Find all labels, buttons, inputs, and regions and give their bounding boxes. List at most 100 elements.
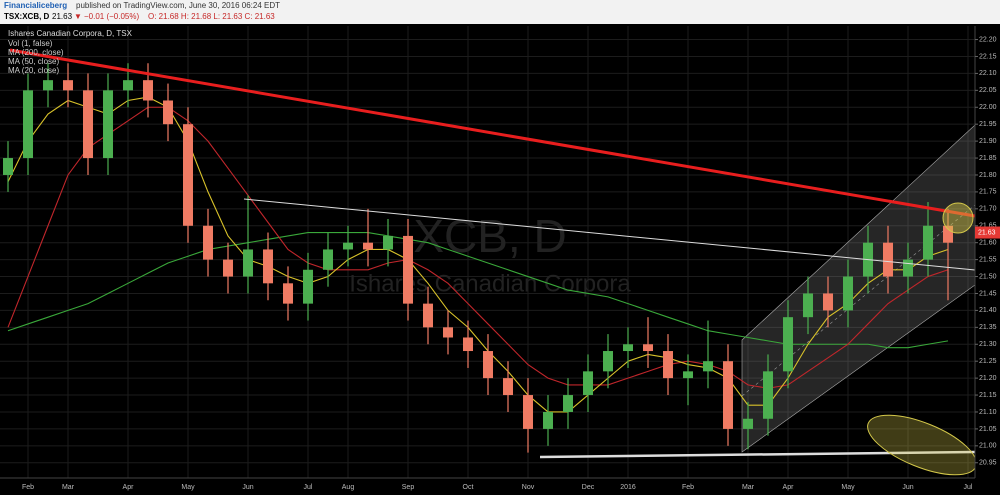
y-tick-label: 21.85	[979, 155, 997, 162]
x-tick-label: Sep	[402, 484, 415, 491]
candle-body	[403, 235, 413, 304]
y-tick-label: 21.40	[979, 307, 997, 314]
candle-body	[123, 80, 133, 91]
indicator-label: Vol (1, false)	[8, 39, 53, 48]
x-tick-label: Aug	[342, 484, 355, 491]
symbol: TSX:XCB, D	[4, 12, 50, 21]
x-tick-label: May	[841, 484, 855, 491]
y-tick-label: 21.50	[979, 273, 997, 280]
candle-body	[103, 90, 113, 159]
indicator-label: MA (20, close)	[8, 66, 59, 75]
candle-body	[563, 395, 573, 412]
arrow: ▼	[74, 12, 82, 21]
axis: 20.95 21.00 21.05 21.10 21.15 21.20 21.25 21.30…	[22, 36, 1000, 491]
candle-body	[463, 337, 473, 352]
y-tick-label: 21.25	[979, 358, 997, 365]
y-tick-label: 21.05	[979, 426, 997, 433]
candle-body	[423, 303, 433, 328]
candle-body	[223, 259, 233, 277]
x-tick-label: Apr	[783, 484, 795, 491]
x-tick-label: Feb	[682, 484, 694, 491]
x-tick-label: Mar	[742, 484, 755, 491]
candle-body	[583, 371, 593, 396]
candle-body	[903, 259, 913, 277]
indicator-label: MA (200, close)	[8, 48, 64, 57]
candle-body	[723, 361, 733, 429]
legend-title: Ishares Canadian Corpora, D, TSX	[8, 29, 133, 38]
candle-body	[363, 242, 373, 250]
right-axis	[975, 26, 1000, 495]
candle-body	[823, 293, 833, 311]
author: Financialiceberg	[4, 1, 67, 10]
highlight-circle	[942, 202, 974, 234]
y-tick-label: 21.80	[979, 172, 997, 179]
candle-body	[543, 411, 553, 429]
candle-body	[683, 371, 693, 379]
candle-body	[23, 90, 33, 159]
y-tick-label: 21.70	[979, 206, 997, 213]
candle-body	[703, 361, 713, 372]
header-bar	[0, 0, 1000, 24]
y-tick-label: 21.10	[979, 409, 997, 416]
y-tick-label: 21.35	[979, 324, 997, 331]
candle-body	[803, 293, 813, 318]
x-tick-label: Apr	[123, 484, 135, 491]
candle-body	[163, 100, 173, 125]
candle-body	[923, 225, 933, 260]
candle-body	[243, 249, 253, 277]
y-tick-label: 21.60	[979, 240, 997, 247]
y-tick-label: 21.15	[979, 392, 997, 399]
candle-body	[143, 80, 153, 101]
ohlc: O: 21.68 H: 21.68 L: 21.63 C: 21.63	[148, 12, 275, 21]
x-tick-label: Oct	[463, 484, 474, 491]
x-tick-label: Nov	[522, 484, 535, 491]
candle-body	[943, 225, 953, 243]
y-tick-label: 22.10	[979, 70, 997, 77]
y-tick-label: 21.90	[979, 138, 997, 145]
x-tick-label: Dec	[582, 484, 595, 491]
candle-body	[203, 225, 213, 260]
watermark: XCB, D	[413, 210, 566, 262]
candle-body	[643, 344, 653, 352]
candle-body	[603, 351, 613, 372]
candle-body	[383, 235, 393, 250]
candle-body	[503, 378, 513, 396]
last-price-tag	[975, 226, 1000, 239]
last-price-label: 21.63	[978, 229, 996, 236]
candle-body	[763, 371, 773, 419]
x-tick-label: 2016	[620, 484, 636, 491]
x-tick-label: Feb	[22, 484, 34, 491]
white-trendline	[243, 198, 976, 271]
red-trendline	[9, 48, 976, 218]
y-tick-label: 21.55	[979, 256, 997, 263]
y-tick-label: 21.95	[979, 121, 997, 128]
y-tick-label: 21.45	[979, 290, 997, 297]
x-tick-label: Jul	[964, 484, 973, 491]
x-tick-label: Mar	[62, 484, 75, 491]
candle-body	[523, 395, 533, 429]
change: −0.01 (−0.05%)	[84, 12, 139, 21]
x-tick-label: Jun	[242, 484, 253, 491]
candle-body	[63, 80, 73, 91]
candle-body	[3, 158, 13, 175]
published: published on TradingView.com, June 30, 2…	[76, 1, 280, 10]
y-tick-label: 22.05	[979, 87, 997, 94]
support-line	[539, 450, 976, 459]
channel-mid	[741, 204, 976, 397]
y-tick-label: 20.95	[979, 460, 997, 467]
x-tick-label: Jun	[902, 484, 913, 491]
candle-body	[623, 344, 633, 352]
candle-body	[323, 249, 333, 270]
y-tick-label: 21.00	[979, 443, 997, 450]
y-tick-label: 22.00	[979, 104, 997, 111]
last: 21.63	[52, 12, 73, 21]
y-tick-label: 22.15	[979, 53, 997, 60]
legend: Vol (1, false)MA (200, close)MA (50, clo…	[8, 39, 64, 75]
candle-body	[283, 283, 293, 304]
y-tick-label: 21.20	[979, 375, 997, 382]
candle-body	[43, 80, 53, 91]
indicator-label: MA (50, close)	[8, 57, 59, 66]
